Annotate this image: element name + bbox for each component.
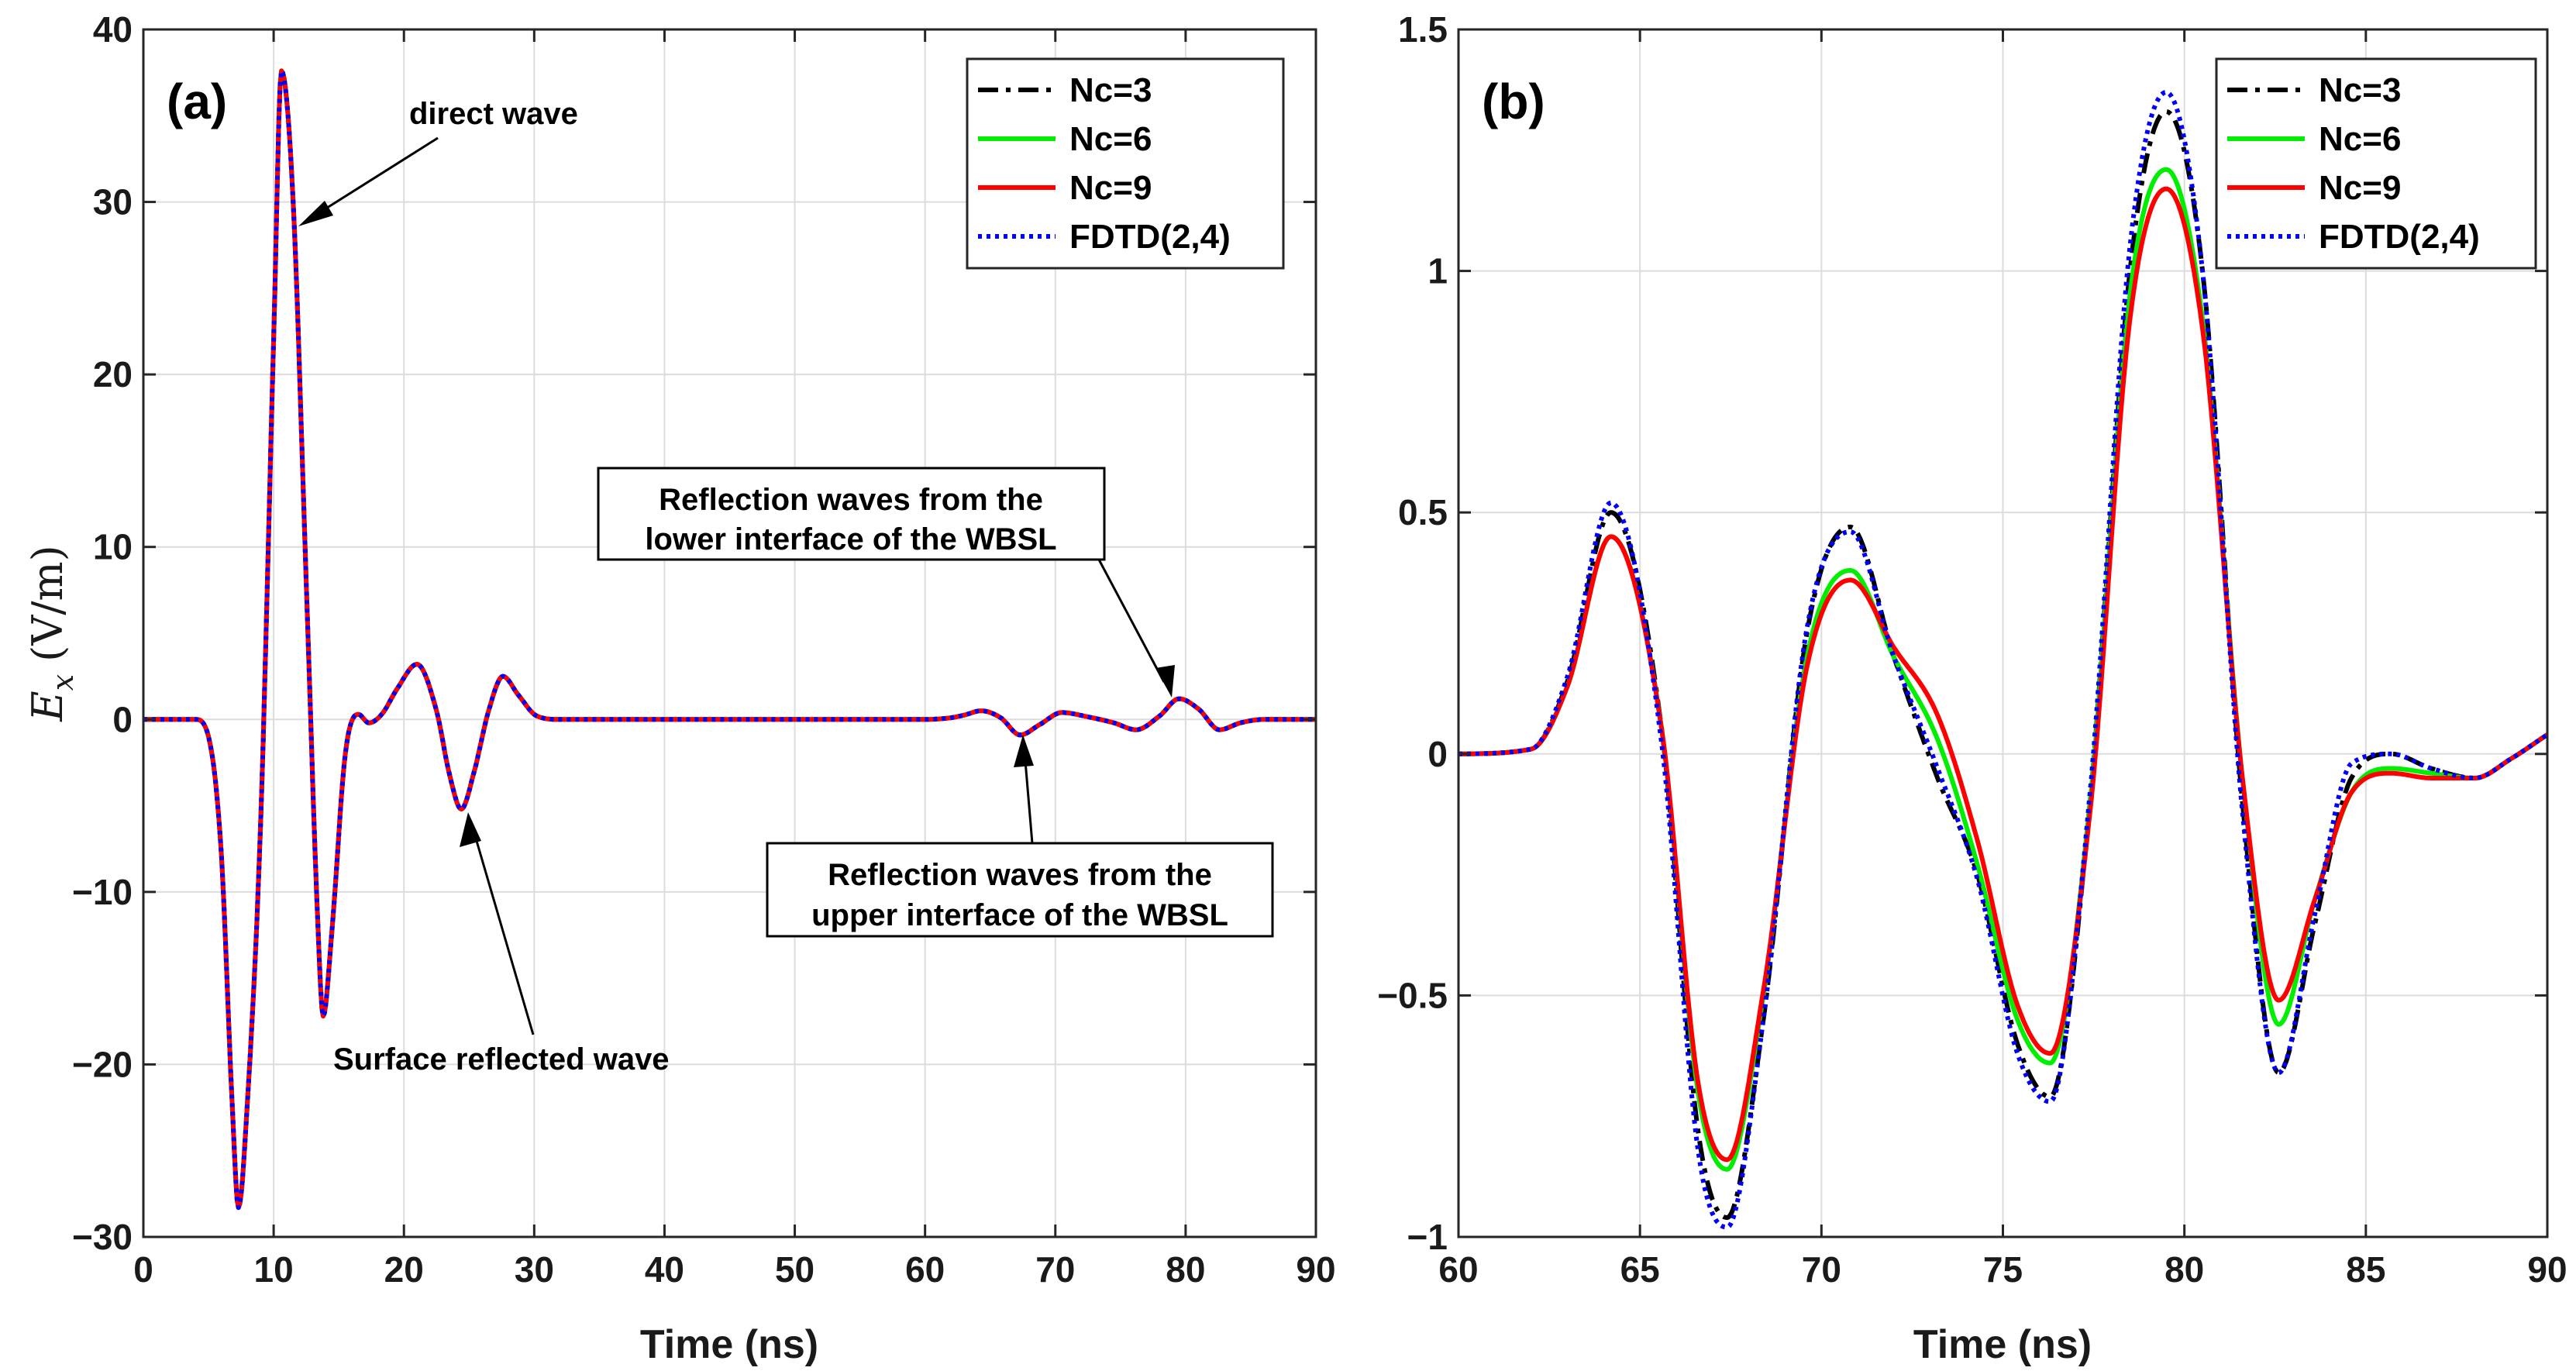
ticks-b xyxy=(1457,28,2549,1238)
y-tick-label: 30 xyxy=(93,182,133,222)
x-axis-label-a: Time (ns) xyxy=(640,1322,818,1367)
annotation-arrow xyxy=(1023,751,1034,844)
y-tick-label: 10 xyxy=(93,527,133,567)
annotation-arrow xyxy=(471,827,535,1035)
annotation-arrow xyxy=(1097,559,1166,683)
legend-label: FDTD(2,4) xyxy=(1069,218,1231,256)
annotation-upper-line1: Reflection waves from the xyxy=(828,858,1212,892)
legend-label: Nc=9 xyxy=(2319,169,2401,207)
y-tick-label: −0.5 xyxy=(1377,975,1448,1015)
y-tick-label: −10 xyxy=(72,872,133,912)
legend-label: Nc=6 xyxy=(2319,120,2401,158)
x-tick-label: 60 xyxy=(1438,1249,1478,1290)
y-tick-labels-a: −30 −20 −10 0 10 20 30 40 xyxy=(72,9,133,1257)
annotation-direct-wave: direct wave xyxy=(298,97,578,226)
annotation-upper-line2: upper interface of the WBSL xyxy=(811,898,1228,932)
series-line-nc-3 xyxy=(1458,109,2547,1221)
annotation-direct-wave-text: direct wave xyxy=(409,97,578,131)
y-axis-label-a: Ex(V/m) xyxy=(23,545,80,722)
chart-panel-b: 60 65 70 75 80 85 90 −1−0.500.511.5 Time (ns) … xyxy=(1377,9,2567,1367)
y-tick-label: −30 xyxy=(72,1217,133,1257)
x-axis-label-b: Time (ns) xyxy=(1913,1322,2092,1367)
y-tick-label: 1 xyxy=(1427,251,1448,291)
x-tick-label: 90 xyxy=(1296,1249,1335,1290)
x-tick-labels-b: 60 65 70 75 80 85 90 xyxy=(1438,1249,2567,1290)
ticks-a xyxy=(142,28,1317,1238)
annotation-lower-line2: lower interface of the WBSL xyxy=(645,522,1056,556)
annotation-upper-interface: Reflection waves from the upper interfac… xyxy=(766,735,1274,938)
legend-label: Nc=3 xyxy=(1069,71,1152,109)
annotation-surface-reflected-text: Surface reflected wave xyxy=(333,1042,670,1076)
annotation-lower-line1: Reflection waves from the xyxy=(659,483,1043,517)
x-tick-label: 40 xyxy=(645,1249,684,1290)
arrowhead-icon xyxy=(1155,665,1175,698)
legend-label: Nc=3 xyxy=(2319,71,2401,109)
annotation-lower-interface: Reflection waves from the lower interfac… xyxy=(597,467,1175,698)
legend-box xyxy=(2215,57,2537,270)
annotation-box xyxy=(766,842,1274,938)
y-tick-label: 40 xyxy=(93,9,133,50)
annotation-box xyxy=(597,467,1106,561)
legend-label: Nc=6 xyxy=(1069,120,1152,158)
series-line-fdtd-2-4 xyxy=(143,68,1316,1211)
x-tick-label: 30 xyxy=(515,1249,554,1290)
x-tick-label: 85 xyxy=(2346,1249,2385,1290)
x-tick-labels-a: 0 10 20 30 40 50 60 70 80 90 xyxy=(133,1249,1335,1290)
y-tick-label: −20 xyxy=(72,1044,133,1084)
annotation-surface-reflected: Surface reflected wave xyxy=(333,812,670,1076)
x-tick-label: 0 xyxy=(133,1249,153,1290)
y-tick-label: 0 xyxy=(1427,734,1448,774)
y-tick-label: 0.5 xyxy=(1398,492,1448,532)
legend-a: Nc=3 Nc=6 Nc=9 FDTD(2,4) xyxy=(966,57,1285,270)
panel-label-a: (a) xyxy=(167,74,227,129)
series-lines-a xyxy=(143,68,1316,1211)
x-tick-label: 60 xyxy=(905,1249,945,1290)
legend-label: FDTD(2,4) xyxy=(2319,218,2480,256)
annotation-arrow xyxy=(309,136,439,220)
series-line-fdtd-2-4 xyxy=(1458,90,2547,1230)
x-tick-label: 50 xyxy=(775,1249,814,1290)
series-lines-b xyxy=(1458,90,2547,1230)
x-tick-label: 65 xyxy=(1620,1249,1660,1290)
x-tick-label: 70 xyxy=(1802,1249,1841,1290)
legend-label: Nc=9 xyxy=(1069,169,1152,207)
legend-box xyxy=(966,57,1285,270)
x-tick-label: 10 xyxy=(254,1249,294,1290)
y-tick-label: −1 xyxy=(1407,1217,1448,1257)
x-tick-label: 20 xyxy=(384,1249,424,1290)
x-tick-label: 80 xyxy=(1166,1249,1205,1290)
x-tick-label: 75 xyxy=(1983,1249,2023,1290)
x-tick-label: 90 xyxy=(2527,1249,2567,1290)
arrowhead-icon xyxy=(1014,735,1034,767)
x-tick-label: 70 xyxy=(1035,1249,1075,1290)
chart-panel-a: 0 10 20 30 40 50 60 70 80 90 −30 −20 −10 0 10 20 30 40 T… xyxy=(23,9,1336,1367)
x-tick-label: 80 xyxy=(2164,1249,2204,1290)
legend-b: Nc=3 Nc=6 Nc=9 FDTD(2,4) xyxy=(2215,57,2537,270)
arrowhead-icon xyxy=(298,201,333,226)
arrowhead-icon xyxy=(460,812,481,847)
y-tick-label: 20 xyxy=(93,354,133,394)
y-tick-label: 1.5 xyxy=(1398,9,1448,50)
panel-label-b: (b) xyxy=(1482,74,1545,129)
y-tick-label: 0 xyxy=(112,699,133,739)
y-tick-labels-b: −1 −0.5 0 0.5 1 1.5 xyxy=(1377,9,1448,1257)
